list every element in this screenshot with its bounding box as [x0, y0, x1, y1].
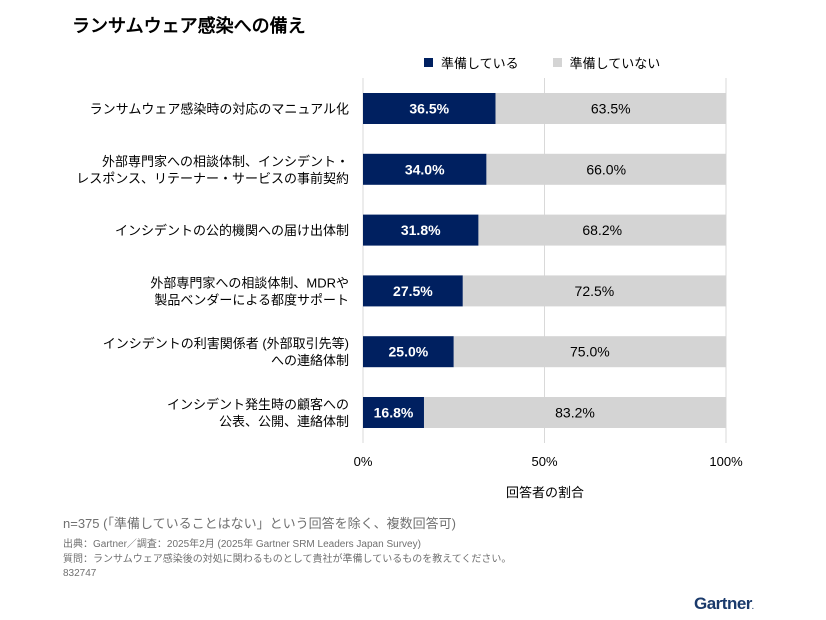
chart-title: ランサムウェア感染への備え — [72, 16, 306, 36]
legend-label-prepared: 準備している — [441, 56, 519, 71]
data-label-not-prepared: 63.5% — [591, 101, 631, 117]
bar-prepared — [363, 93, 496, 124]
document-id: 832747 — [63, 568, 97, 579]
category-label: インシデントの公的機関への届け出体制 — [115, 223, 349, 238]
x-tick-label: 100% — [709, 454, 743, 469]
legend-item-not-prepared: 準備していない — [552, 53, 661, 72]
stacked-bar-chart: 36.5% 63.5% 34.0% 66.0% 31.8% 68.2% 27.5% 72.5%… — [76, 78, 743, 500]
legend: 準備している 準備していない — [424, 53, 694, 72]
category-label: ランサムウェア感染時の対応のマニュアル化 — [90, 102, 349, 117]
brand-dot: . — [751, 604, 754, 611]
data-label-prepared: 34.0% — [405, 161, 445, 177]
bar-not-prepared — [423, 397, 726, 428]
category-label: インシデント発生時の顧客への — [167, 397, 349, 412]
bar-prepared — [363, 336, 454, 368]
category-label: レスポンス、リテーナー・サービスの事前契約 — [76, 171, 349, 186]
bar-prepared — [363, 275, 463, 307]
data-label-not-prepared: 83.2% — [555, 405, 595, 421]
bar-not-prepared — [478, 214, 726, 246]
data-label-prepared: 27.5% — [393, 283, 433, 299]
gridlines — [362, 78, 727, 443]
bar-not-prepared — [462, 275, 726, 307]
category-label: 製品ベンダーによる都度サポート — [154, 292, 349, 307]
x-tick-labels: 0% 50% 100% — [354, 454, 743, 469]
data-label-prepared: 25.0% — [389, 344, 429, 360]
data-label-prepared: 16.8% — [374, 405, 414, 421]
category-labels: ランサムウェア感染時の対応のマニュアル化外部専門家への相談体制、インシデント・レ… — [76, 102, 349, 430]
source-note: 出典：Gartner／調査：2025年2月 (2025年 Gartner SRM… — [63, 539, 421, 550]
gartner-logo: Gartner. — [694, 594, 754, 614]
sample-note: n=375 (「準備していることはない」という回答を除く、複数回答可) — [63, 516, 456, 531]
bars: 36.5% 63.5% 34.0% 66.0% 31.8% 68.2% 27.5% 72.5%… — [363, 93, 726, 428]
category-label: への連絡体制 — [271, 353, 349, 368]
question-note: 質問：ランサムウェア感染後の対処に関わるものとして貴社が準備しているものを教えて… — [63, 554, 512, 565]
legend-label-not-prepared: 準備していない — [569, 56, 661, 71]
data-label-not-prepared: 75.0% — [570, 344, 610, 360]
x-axis-label: 回答者の割合 — [506, 485, 584, 500]
category-label: 外部専門家への相談体制、MDRや — [150, 275, 349, 290]
data-label-not-prepared: 72.5% — [575, 283, 615, 299]
bar-prepared — [363, 397, 424, 428]
category-label: 公表、公開、連絡体制 — [219, 414, 349, 429]
data-label-not-prepared: 66.0% — [586, 161, 626, 177]
data-label-prepared: 31.8% — [401, 222, 441, 238]
category-label: 外部専門家への相談体制、インシデント・ — [102, 154, 349, 169]
legend-swatch-not-prepared — [552, 58, 562, 67]
legend-item-prepared: 準備している — [424, 53, 519, 72]
category-label: インシデントの利害関係者 (外部取引先等) — [103, 336, 349, 351]
data-label-not-prepared: 68.2% — [582, 222, 622, 238]
legend-swatch-prepared — [424, 58, 433, 67]
bar-not-prepared — [486, 153, 726, 185]
x-tick-label: 0% — [354, 454, 373, 469]
bar-not-prepared — [495, 93, 726, 124]
bar-prepared — [363, 153, 487, 185]
x-tick-label: 50% — [531, 454, 557, 469]
data-label-prepared: 36.5% — [409, 101, 449, 117]
bar-not-prepared — [453, 336, 726, 368]
bar-prepared — [363, 214, 479, 246]
brand-name: Gartner — [694, 594, 752, 613]
